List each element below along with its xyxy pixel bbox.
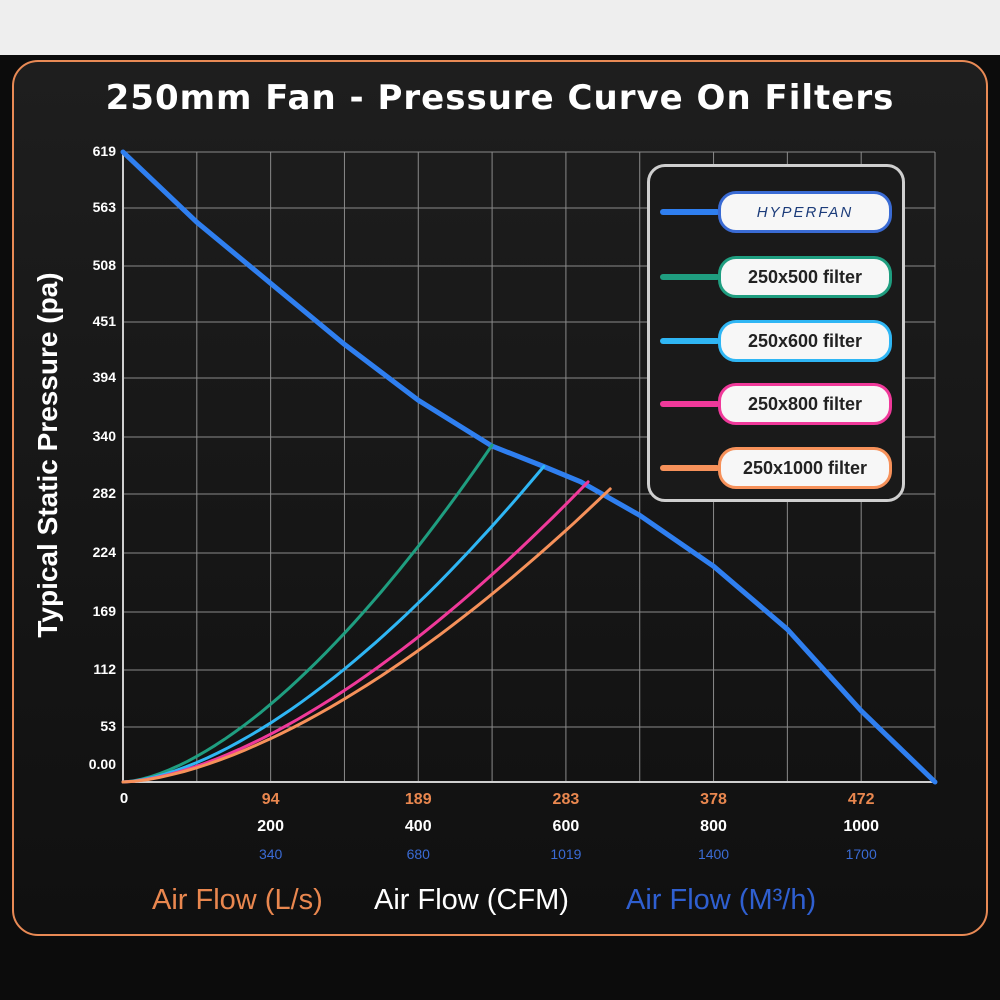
y-tick-label: 282 bbox=[92, 485, 116, 501]
y-tick-label: 169 bbox=[92, 603, 116, 619]
x-zero-label: 0 bbox=[119, 790, 129, 807]
series-line-250x800-filter bbox=[121, 480, 590, 784]
y-tick-label: 53 bbox=[100, 718, 116, 734]
series-line-250x1000-filter bbox=[121, 487, 612, 784]
y-tick-label: 508 bbox=[92, 257, 116, 273]
legend-swatch-250x1000 bbox=[660, 465, 720, 471]
y-tick-label: 224 bbox=[92, 544, 116, 560]
x-axis-label-ls: Air Flow (L/s) bbox=[152, 884, 323, 916]
legend-item-250x800: 250x800 filter bbox=[650, 383, 902, 427]
y-tick-label: 340 bbox=[92, 428, 116, 444]
x-tick-label-ls: 472 bbox=[847, 791, 875, 808]
x-tick-label-ls: 189 bbox=[404, 791, 432, 808]
y-tick-label: 451 bbox=[92, 313, 116, 329]
series-line-250x600-filter bbox=[121, 465, 546, 784]
series-line-250x500-filter bbox=[121, 443, 494, 784]
legend-label-250x600: 250x600 filter bbox=[718, 320, 892, 362]
legend-item-250x600: 250x600 filter bbox=[650, 320, 902, 364]
y-tick-label: 112 bbox=[93, 661, 116, 677]
legend-label-hyperfan: HYPERFAN bbox=[718, 191, 892, 233]
x-axis-label-m3h: Air Flow (M³/h) bbox=[626, 884, 817, 916]
x-tick-label-m3h: 1019 bbox=[550, 846, 582, 862]
chart-title: 250mm Fan - Pressure Curve On Filters bbox=[105, 78, 895, 118]
x-tick-label-m3h: 1700 bbox=[845, 846, 877, 862]
x-axis-label-cfm: Air Flow (CFM) bbox=[374, 884, 569, 916]
x-tick-label-ls: 378 bbox=[700, 791, 727, 808]
legend-label-250x500: 250x500 filter bbox=[718, 256, 892, 298]
y-tick-label: 394 bbox=[92, 369, 116, 385]
y-tick-label: 0.00 bbox=[88, 756, 116, 772]
x-tick-label-m3h: 1400 bbox=[697, 846, 730, 862]
legend-swatch-hyperfan bbox=[660, 209, 720, 215]
x-tick-label-m3h: 340 bbox=[258, 846, 283, 862]
x-tick-label-ls: 94 bbox=[261, 791, 280, 808]
legend-swatch-250x500 bbox=[660, 274, 720, 280]
legend-label-250x800: 250x800 filter bbox=[718, 383, 892, 425]
legend-swatch-250x600 bbox=[660, 338, 720, 344]
series-layer bbox=[120, 149, 938, 785]
legend-label-250x1000: 250x1000 filter bbox=[718, 447, 892, 489]
x-tick-label-m3h: 680 bbox=[406, 846, 430, 862]
legend-item-hyperfan: HYPERFAN bbox=[650, 191, 902, 235]
legend: HYPERFAN 250x500 filter 250x600 filter 2… bbox=[647, 164, 905, 502]
legend-item-250x500: 250x500 filter bbox=[650, 256, 902, 300]
y-tick-label: 619 bbox=[92, 143, 116, 159]
x-tick-label-cfm: 400 bbox=[404, 818, 432, 835]
x-tick-label-ls: 283 bbox=[552, 791, 580, 808]
y-tick-label: 563 bbox=[92, 199, 116, 215]
x-tick-label-cfm: 1000 bbox=[843, 818, 879, 835]
x-tick-label-cfm: 200 bbox=[257, 818, 284, 835]
x-tick-label-cfm: 800 bbox=[700, 818, 727, 835]
y-axis-label: Typical Static Pressure (pa) bbox=[32, 272, 63, 638]
x-tick-label-cfm: 600 bbox=[552, 818, 580, 835]
legend-swatch-250x800 bbox=[660, 401, 720, 407]
legend-item-250x1000: 250x1000 filter bbox=[650, 447, 902, 491]
